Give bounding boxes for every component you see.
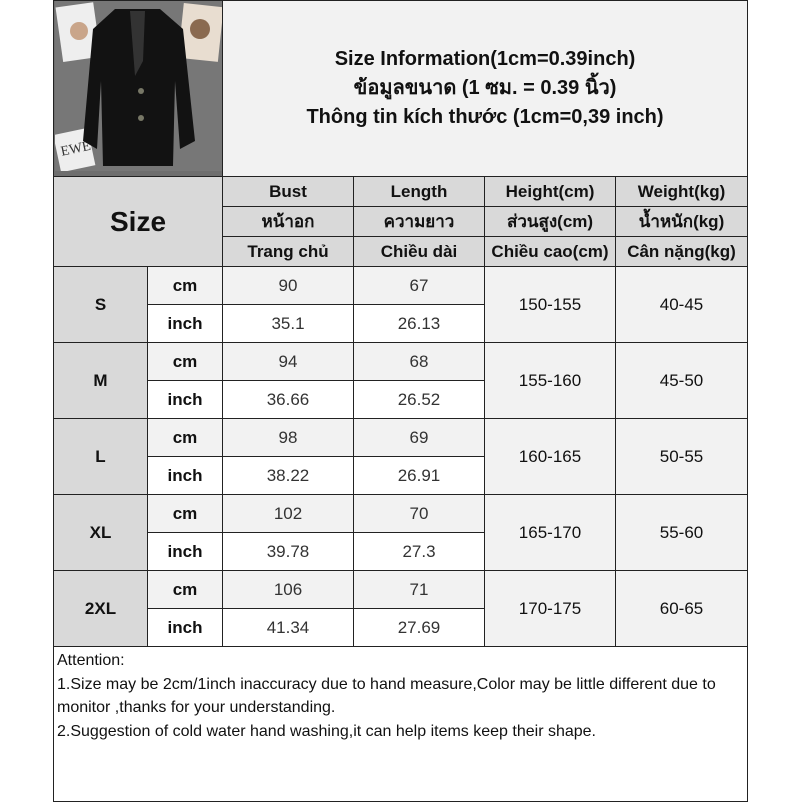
size-label: XL: [53, 494, 148, 571]
size-label: L: [53, 418, 148, 495]
logo-text: EWE: [59, 139, 92, 160]
height-range: 170-175: [484, 570, 616, 647]
bust-cm: 102: [222, 494, 354, 533]
length-inch: 27.69: [353, 608, 485, 647]
unit-cm: cm: [147, 342, 223, 381]
size-label: 2XL: [53, 570, 148, 647]
col-header-height-vi: Chiều cao(cm): [484, 236, 616, 267]
bust-inch: 35.1: [222, 304, 354, 343]
bust-cm: 94: [222, 342, 354, 381]
bust-inch: 39.78: [222, 532, 354, 571]
product-photo: EWE: [52, 0, 224, 177]
length-inch: 26.52: [353, 380, 485, 419]
col-header-weight: Weight(kg): [614, 176, 749, 207]
weight-range: 55-60: [614, 494, 749, 571]
attention-note-2: 2.Suggestion of cold water hand washing,…: [57, 722, 596, 740]
col-header-bust-thai: หน้าอก: [222, 206, 354, 237]
col-header-weight-thai: น้ำหนัก(kg): [614, 206, 749, 237]
weight-range: 40-45: [614, 266, 749, 343]
length-cm: 71: [353, 570, 485, 609]
size-label: S: [53, 266, 148, 343]
title-english: Size Information(1cm=0.39inch): [334, 48, 636, 70]
title-vietnamese: Thông tin kích thước (1cm=0,39 inch): [306, 106, 664, 128]
unit-inch: inch: [147, 608, 223, 647]
col-header-weight-vi: Cân nặng(kg): [614, 236, 749, 267]
length-cm: 69: [353, 418, 485, 457]
weight-range: 45-50: [614, 342, 749, 419]
length-cm: 68: [353, 342, 485, 381]
unit-inch: inch: [147, 456, 223, 495]
size-row-inch: inch 36.66 26.52: [54, 380, 748, 419]
size-row-inch: inch 38.22 26.91: [54, 456, 748, 495]
title-thai: ข้อมูลขนาด (1 ซม. = 0.39 นิ้ว): [353, 77, 617, 99]
size-row-inch: inch 41.34 27.69: [54, 608, 748, 647]
length-inch: 26.91: [353, 456, 485, 495]
col-header-height-thai: ส่วนสูง(cm): [484, 206, 616, 237]
weight-range: 50-55: [614, 418, 749, 495]
length-cm: 70: [353, 494, 485, 533]
blazer-image: EWE: [52, 1, 224, 173]
col-header-bust-vi: Trang chủ: [222, 236, 354, 267]
unit-cm: cm: [147, 266, 223, 305]
height-range: 150-155: [484, 266, 616, 343]
bust-inch: 38.22: [222, 456, 354, 495]
size-info-title: Size Information(1cm=0.39inch) ข้อมูลขนา…: [221, 0, 749, 177]
unit-cm: cm: [147, 494, 223, 533]
size-chart: EWE Size Information(1cm=0.39inch) ข้อมู…: [52, 0, 749, 802]
height-range: 165-170: [484, 494, 616, 571]
unit-inch: inch: [147, 304, 223, 343]
attention-notes: Attention: 1.Size may be 2cm/1inch inacc…: [52, 646, 749, 802]
col-header-length: Length: [353, 176, 485, 207]
bust-cm: 90: [222, 266, 354, 305]
col-header-length-vi: Chiều dài: [353, 236, 485, 267]
col-header-height: Height(cm): [484, 176, 616, 207]
size-label: M: [53, 342, 148, 419]
size-row-cm: XL cm 102 70 165-170 55-60: [53, 494, 749, 571]
length-inch: 27.3: [353, 532, 485, 571]
bust-inch: 41.34: [222, 608, 354, 647]
size-row-inch: inch 35.1 26.13: [54, 304, 748, 343]
bust-cm: 106: [222, 570, 354, 609]
size-row-cm: 2XL cm 106 71 170-175 60-65: [53, 570, 749, 647]
attention-heading: Attention:: [57, 652, 125, 669]
bust-cm: 98: [222, 418, 354, 457]
col-header-length-thai: ความยาว: [353, 206, 485, 237]
unit-cm: cm: [147, 570, 223, 609]
col-header-bust: Bust: [222, 176, 354, 207]
attention-note-1: 1.Size may be 2cm/1inch inaccuracy due t…: [57, 675, 716, 717]
weight-range: 60-65: [614, 570, 749, 647]
length-cm: 67: [353, 266, 485, 305]
height-range: 155-160: [484, 342, 616, 419]
bust-inch: 36.66: [222, 380, 354, 419]
unit-inch: inch: [147, 532, 223, 571]
unit-cm: cm: [147, 418, 223, 457]
size-header: Size: [53, 176, 223, 267]
unit-inch: inch: [147, 380, 223, 419]
height-range: 160-165: [484, 418, 616, 495]
length-inch: 26.13: [353, 304, 485, 343]
size-row-inch: inch 39.78 27.3: [54, 532, 748, 571]
